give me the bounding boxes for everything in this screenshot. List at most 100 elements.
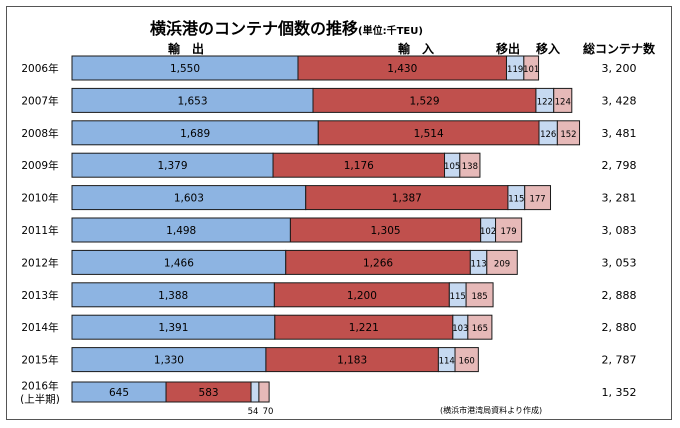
data-label-import: 1,221 [349, 322, 379, 334]
data-label-export: 1,689 [180, 128, 210, 140]
bar-export [71, 282, 275, 308]
chart-title-text: 横浜港のコンテナ個数の推移 [150, 19, 359, 38]
data-label-export: 1,603 [174, 193, 204, 205]
bar-in-transfer [523, 55, 540, 81]
category-label: 2008年 [21, 127, 58, 140]
bar-in-transfer [556, 120, 581, 146]
bar-import [305, 185, 509, 211]
category-label: 2014年 [21, 321, 58, 334]
source-note: (横浜市港湾局資料より作成) [440, 406, 543, 415]
bar-export [71, 217, 291, 243]
chart-title: 横浜港のコンテナ個数の推移(単位:千TEU) [150, 15, 570, 39]
data-label-out-transfer: 114 [439, 357, 455, 367]
category-label: 2011年 [21, 224, 58, 237]
bar-export [71, 347, 267, 373]
bar-in-transfer [459, 152, 481, 178]
data-label-in-transfer: 160 [459, 357, 475, 367]
bar-in-transfer [486, 249, 518, 275]
bar-export [71, 87, 314, 113]
bar-import [317, 120, 540, 146]
data-label-export: 1,391 [158, 322, 188, 334]
data-label-out-transfer: 115 [450, 292, 466, 302]
data-label-import: 583 [199, 387, 219, 399]
total-label: 2, 798 [602, 159, 637, 172]
data-label-import: 1,529 [409, 95, 439, 107]
data-label-import: 1,430 [387, 63, 417, 75]
data-label-import: 1,266 [363, 257, 393, 269]
bar-import [274, 314, 454, 340]
data-label-export: 1,466 [164, 257, 194, 269]
data-label-in-transfer: 124 [555, 97, 571, 107]
data-label-out-transfer: 54 [248, 407, 259, 417]
col-head-export: 輸 出 [168, 42, 205, 56]
bar-in-transfer [465, 282, 494, 308]
total-label: 2, 880 [602, 321, 637, 334]
bar-import [297, 55, 507, 81]
bar-import [312, 87, 537, 113]
data-label-export: 1,379 [157, 160, 187, 172]
category-label: 2012年 [21, 256, 58, 269]
data-label-import: 1,176 [344, 160, 374, 172]
category-label: 2013年 [21, 289, 58, 302]
category-label: 2015年 [21, 354, 58, 367]
category-label: 2006年 [21, 62, 58, 75]
data-label-in-transfer: 165 [472, 324, 488, 334]
total-label: 3, 053 [602, 256, 637, 269]
data-label-import: 1,183 [337, 355, 367, 367]
chart-unit: (単位:千TEU) [358, 26, 423, 37]
data-label-import: 1,305 [371, 225, 401, 237]
data-label-out-transfer: 126 [540, 130, 556, 140]
data-label-in-transfer: 177 [529, 195, 545, 205]
data-label-import: 1,200 [347, 290, 377, 302]
data-label-export: 1,388 [158, 290, 188, 302]
bar-out-transfer [250, 381, 260, 403]
total-label: 3, 481 [602, 127, 637, 140]
data-label-out-transfer: 113 [470, 259, 486, 269]
total-label: 3, 083 [602, 224, 637, 237]
data-label-export: 1,330 [154, 355, 184, 367]
data-label-out-transfer: 115 [508, 195, 524, 205]
bar-in-transfer [495, 217, 523, 243]
data-label-export: 1,550 [170, 63, 200, 75]
data-label-in-transfer: 179 [500, 227, 516, 237]
category-label: 2016年 [21, 380, 58, 393]
total-label: 1, 352 [602, 386, 637, 399]
data-label-out-transfer: 102 [480, 227, 496, 237]
data-label-in-transfer: 209 [494, 259, 510, 269]
data-label-import: 1,514 [414, 128, 444, 140]
category-label: 2007年 [21, 94, 58, 107]
data-label-in-transfer: 70 [263, 407, 274, 417]
col-head-import: 輸 入 [398, 42, 435, 56]
bar-in-transfer [467, 314, 493, 340]
total-label: 2, 888 [602, 289, 637, 302]
col-head-out-transfer: 移出 [496, 42, 521, 56]
category-label: 2009年 [21, 159, 58, 172]
data-label-in-transfer: 152 [560, 130, 576, 140]
col-head-in-transfer: 移入 [536, 42, 561, 56]
category-label: 2010年 [21, 192, 58, 205]
bar-import [289, 217, 482, 243]
data-label-out-transfer: 119 [507, 65, 523, 75]
bar-in-transfer [553, 87, 573, 113]
data-label-import: 1,387 [392, 193, 422, 205]
bar-in-transfer [454, 347, 479, 373]
category-label: (上半期) [20, 393, 60, 406]
bar-in-transfer [524, 185, 552, 211]
total-label: 3, 200 [602, 62, 637, 75]
data-label-in-transfer: 101 [523, 65, 539, 75]
total-label: 3, 428 [602, 94, 637, 107]
data-label-out-transfer: 105 [444, 162, 460, 172]
bar-in-transfer [258, 381, 270, 403]
data-label-out-transfer: 122 [537, 97, 553, 107]
data-label-in-transfer: 185 [471, 292, 487, 302]
total-label: 2, 787 [602, 354, 637, 367]
data-label-export: 1,653 [177, 95, 207, 107]
data-label-in-transfer: 138 [462, 162, 478, 172]
bar-import [272, 152, 446, 178]
data-label-export: 645 [109, 387, 129, 399]
bar-export [71, 152, 274, 178]
data-label-export: 1,498 [166, 225, 196, 237]
col-head-total: 総コンテナ数 [583, 42, 656, 56]
